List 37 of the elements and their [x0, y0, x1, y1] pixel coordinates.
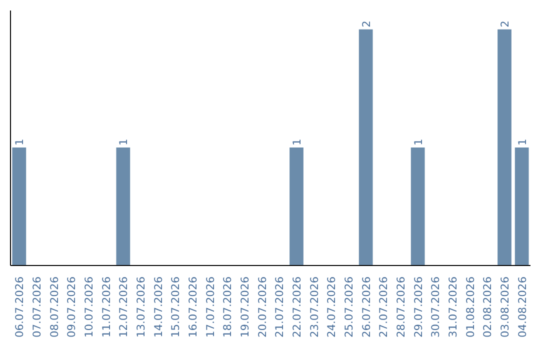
data-label: 2	[360, 20, 373, 28]
x-tick-label: 12.07.2026	[117, 276, 130, 338]
x-tick-label: 25.07.2026	[342, 276, 356, 338]
x-tick-label: 15.07.2026	[169, 276, 182, 338]
x-tick-label: 02.08.2026	[481, 276, 494, 338]
x-tick-label: 22.07.2026	[290, 276, 304, 338]
x-tick-label: 29.07.2026	[412, 276, 425, 338]
x-tick-label: 24.07.2026	[325, 276, 338, 338]
data-label: 1	[117, 138, 130, 146]
x-tick-label: 23.07.2026	[308, 276, 321, 338]
x-tick-label: 31.07.2026	[446, 276, 460, 338]
data-label: 1	[412, 138, 425, 146]
data-label: 1	[516, 138, 529, 146]
x-tick-label: 09.07.2026	[65, 276, 78, 338]
x-tick-label: 17.07.2026	[204, 276, 217, 338]
x-tick-label: 20.07.2026	[256, 276, 269, 338]
x-tick-label: 06.07.2026	[13, 276, 26, 338]
data-label: 2	[498, 20, 512, 28]
x-tick-label: 21.07.2026	[273, 276, 286, 338]
x-tick-label: 08.07.2026	[48, 276, 61, 338]
x-tick-label: 28.07.2026	[394, 276, 408, 338]
x-tick-label: 07.07.2026	[30, 276, 44, 338]
x-tick-label: 30.07.2026	[429, 276, 442, 338]
x-tick-label: 10.07.2026	[82, 276, 96, 338]
x-tick-label: 14.07.2026	[152, 276, 165, 338]
x-tick-label: 27.07.2026	[377, 276, 390, 338]
x-tick-label: 01.08.2026	[464, 276, 477, 338]
data-label: 1	[13, 138, 26, 146]
x-tick-label: 11.07.2026	[100, 276, 113, 338]
x-tick-label: 13.07.2026	[134, 276, 148, 338]
x-tick-label: 16.07.2026	[186, 276, 200, 338]
x-tick-label: 19.07.2026	[238, 276, 252, 338]
x-tick-label: 18.07.2026	[221, 276, 234, 338]
data-label: 1	[290, 138, 304, 146]
x-tick-label: 04.08.2026	[516, 276, 529, 338]
x-tick-label: 03.08.2026	[498, 276, 512, 338]
x-tick-label: 26.07.2026	[360, 276, 373, 338]
